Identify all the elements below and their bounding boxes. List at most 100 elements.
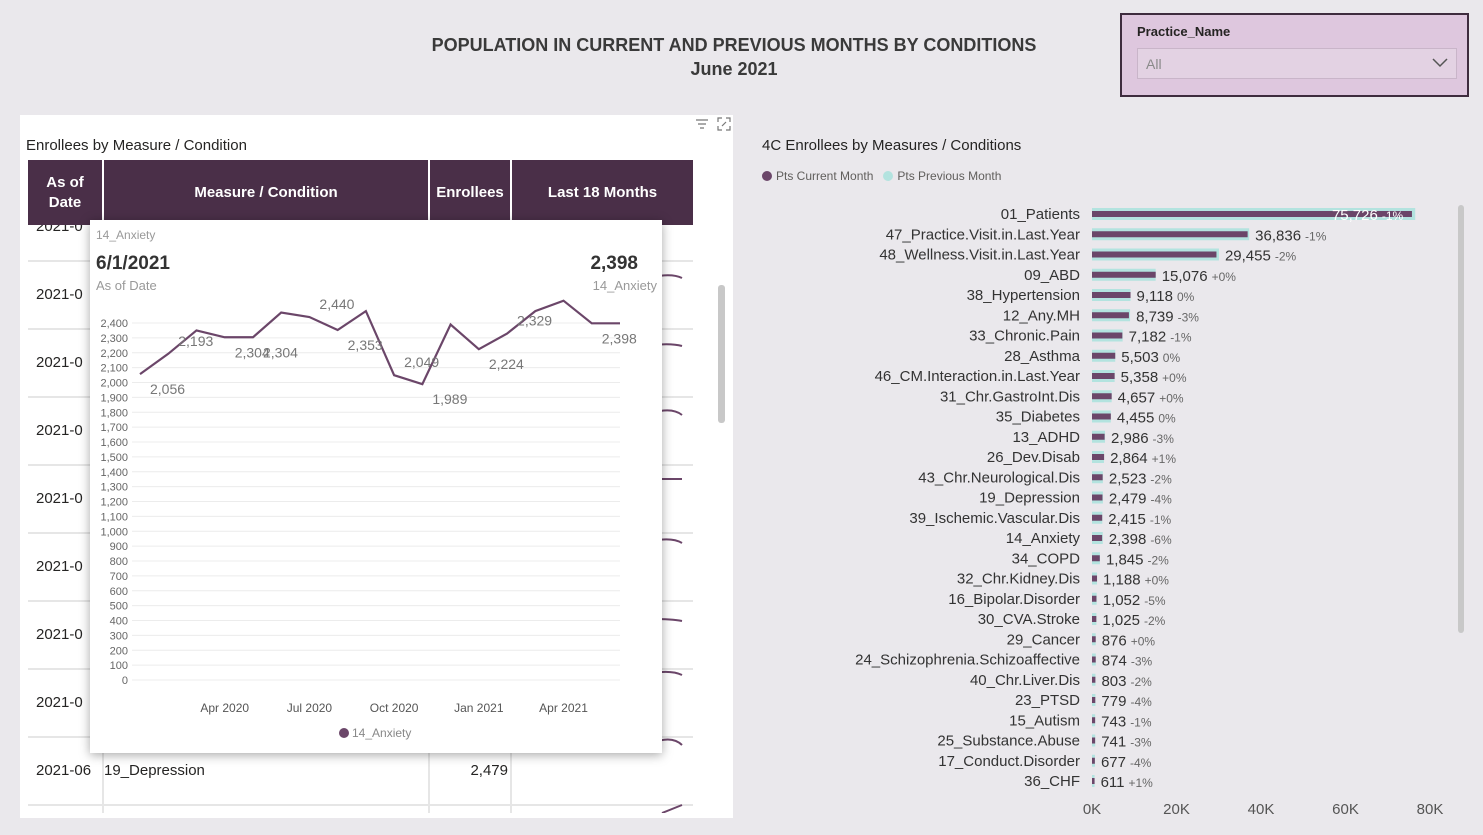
value-label: 8,739 -3% — [1136, 308, 1199, 325]
y-tick-label: 600 — [110, 586, 128, 598]
table-row[interactable] — [28, 804, 693, 813]
slicer-label: Practice_Name — [1137, 24, 1231, 39]
value-label: 611 +1% — [1101, 774, 1154, 791]
bar-current — [1092, 494, 1103, 501]
slicer-dropdown[interactable]: All — [1137, 48, 1457, 79]
category-label: 09_ABD — [1024, 267, 1080, 284]
col-header-enrollees[interactable]: Enrollees — [430, 160, 512, 225]
value-number: 677 — [1101, 754, 1126, 771]
category-label: 15_Autism — [1009, 712, 1080, 729]
data-label: 2,398 — [602, 330, 637, 346]
value-number: 1,025 — [1102, 612, 1140, 629]
tooltip-series-name: 14_Anxiety — [96, 228, 156, 242]
y-tick-label: 1,100 — [100, 511, 128, 523]
pct-change: 0% — [1158, 412, 1176, 426]
table-scrollbar[interactable] — [718, 285, 725, 423]
col-header-trend[interactable]: Last 18 Months — [547, 183, 658, 201]
x-tick-label: 0K — [1083, 801, 1101, 818]
bar-current — [1092, 717, 1096, 724]
col-header-measure[interactable]: Measure / Condition — [104, 160, 430, 225]
value-label: 779 -4% — [1101, 693, 1152, 710]
x-tick-label: 60K — [1332, 801, 1359, 818]
focus-mode-icon[interactable] — [717, 117, 731, 131]
value-number: 2,415 — [1108, 511, 1146, 528]
pct-change: +1% — [1129, 776, 1154, 790]
y-tick-label: 1,300 — [100, 482, 128, 494]
x-tick-label: Jan 2021 — [454, 701, 504, 715]
pct-change: -2% — [1275, 250, 1297, 264]
pct-change: -1% — [1150, 513, 1172, 527]
pct-change: -3% — [1178, 310, 1200, 324]
y-tick-label: 400 — [110, 616, 128, 628]
category-label: 19_Depression — [979, 490, 1080, 507]
bar-current — [1092, 595, 1097, 602]
data-label: 2,049 — [404, 354, 439, 370]
pct-change: -4% — [1130, 695, 1152, 709]
y-tick-label: 1,400 — [100, 467, 128, 479]
bar-current — [1092, 474, 1103, 481]
table-title: Enrollees by Measure / Condition — [26, 137, 247, 154]
value-label: 803 -2% — [1101, 673, 1152, 690]
value-number: 743 — [1101, 713, 1126, 730]
value-number: 876 — [1102, 632, 1127, 649]
value-label: 1,025 -2% — [1102, 612, 1165, 629]
value-number: 15,076 — [1162, 268, 1208, 285]
title-line: POPULATION IN CURRENT AND PREVIOUS MONTH… — [431, 35, 1037, 55]
pct-change: -1% — [1170, 331, 1192, 345]
category-label: 43_Chr.Neurological.Dis — [918, 469, 1080, 486]
practice-slicer[interactable]: Practice_Name All — [1120, 13, 1469, 97]
value-number: 2,523 — [1109, 470, 1147, 487]
category-label: 39_Ischemic.Vascular.Dis — [909, 510, 1080, 527]
value-label: 743 -1% — [1101, 713, 1152, 730]
bar-current — [1092, 211, 1412, 217]
data-label: 1,989 — [432, 391, 467, 407]
legend-previous-label[interactable]: Pts Previous Month — [897, 169, 1002, 183]
category-label: 16_Bipolar.Disorder — [948, 591, 1080, 608]
bar-current — [1092, 697, 1096, 703]
bar-chart: 01_Patients 75,726 -1% 47_Practice.Visit.in… — [855, 206, 1443, 818]
y-tick-label: 200 — [110, 645, 128, 657]
pct-change: -2% — [1147, 553, 1169, 567]
value-label: 874 -3% — [1102, 653, 1153, 670]
y-tick-label: 2,000 — [100, 378, 128, 390]
bar-current — [1092, 312, 1129, 319]
value-number: 2,986 — [1111, 430, 1149, 447]
tooltip-line-chart: 0 100 200 300 400 500 600 700 800 900 1,000 1,100 1,… — [100, 296, 637, 740]
bar-current — [1092, 352, 1116, 359]
x-tick-label: Jul 2020 — [287, 701, 333, 715]
col-header-date[interactable]: As of Date — [28, 160, 104, 225]
bar-current — [1092, 373, 1115, 379]
pct-change: -2% — [1150, 472, 1172, 486]
bar-current — [1092, 271, 1156, 278]
table-row[interactable]: 2021-06 19_Depression 2,479 — [28, 736, 693, 806]
x-tick-label: Apr 2020 — [200, 701, 249, 715]
bar-current — [1092, 737, 1096, 744]
data-label: 2,224 — [489, 356, 524, 372]
category-label: 35_Diabetes — [996, 409, 1080, 426]
legend-current-label[interactable]: Pts Current Month — [776, 169, 874, 183]
value-label: 29,455 -2% — [1225, 248, 1297, 265]
tooltip-date: 6/1/2021 — [96, 253, 170, 274]
category-label: 40_Chr.Liver.Dis — [970, 672, 1080, 689]
category-label: 24_Schizophrenia.Schizoaffective — [855, 652, 1080, 669]
legend-dot — [339, 728, 349, 738]
data-label: 2,193 — [178, 333, 213, 349]
filter-icon[interactable] — [695, 117, 709, 131]
value-number: 803 — [1101, 673, 1126, 690]
category-label: 23_PTSD — [1015, 692, 1080, 709]
category-label: 17_Conduct.Disorder — [938, 753, 1080, 770]
data-label: 2,353 — [348, 337, 383, 353]
series-line-14_anxiety — [139, 299, 620, 386]
bar-chart-scrollbar[interactable] — [1458, 205, 1464, 633]
cell-measure: 19_Depression — [104, 736, 430, 804]
value-number: 7,182 — [1129, 329, 1167, 346]
y-tick-label: 800 — [110, 556, 128, 568]
cell-date: 2021-06 — [28, 736, 104, 804]
y-tick-label: 1,000 — [100, 526, 128, 538]
value-label: 36,836 -1% — [1255, 227, 1327, 244]
category-label: 33_Chronic.Pain — [969, 328, 1080, 345]
chevron-down-icon[interactable] — [1432, 58, 1448, 68]
value-label: 876 +0% — [1102, 632, 1156, 649]
pct-change: -2% — [1130, 675, 1152, 689]
y-tick-label: 1,900 — [100, 392, 128, 404]
